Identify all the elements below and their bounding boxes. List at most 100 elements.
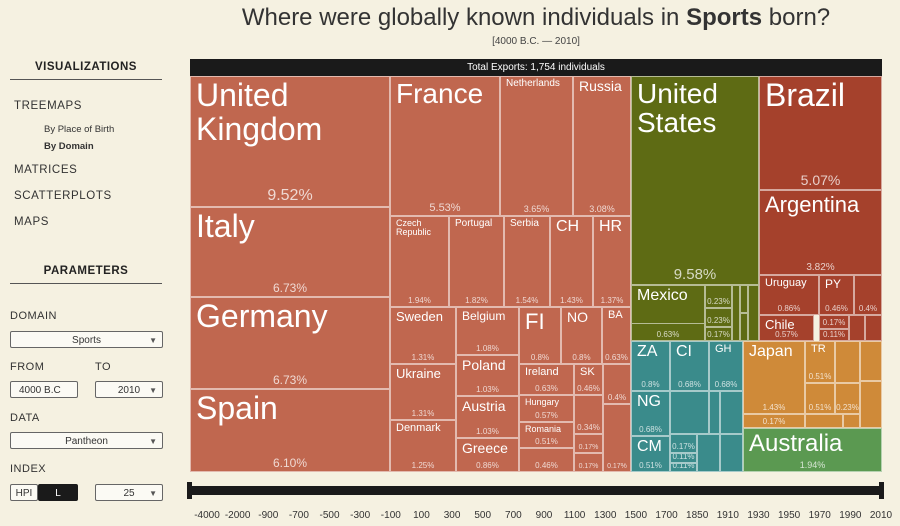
treemap-cell-percent: 0.63%: [535, 384, 558, 393]
treemap-cell[interactable]: Poland 1.03%: [456, 355, 519, 396]
treemap-cell[interactable]: Italy 6.73%: [190, 207, 390, 297]
data-select[interactable]: Pantheon ▼: [10, 432, 163, 449]
treemap-cell-minor[interactable]: [740, 285, 748, 313]
treemap-cell-minor[interactable]: [860, 341, 882, 381]
treemap-cell[interactable]: 0.17%: [819, 315, 849, 329]
treemap-cell[interactable]: HR 1.37%: [593, 216, 631, 307]
treemap-cell-minor[interactable]: [843, 414, 860, 428]
treemap-cell[interactable]: Russia 3.08%: [573, 76, 631, 216]
treemap-cell-label: Japan: [749, 343, 793, 360]
treemap-cell[interactable]: Uruguay 0.86%: [759, 275, 819, 315]
treemap-cell[interactable]: Ireland 0.63%: [519, 364, 574, 395]
treemap-cell-minor[interactable]: [860, 381, 882, 428]
treemap-cell-minor[interactable]: [720, 434, 743, 472]
treemap-cell[interactable]: 0.17%: [574, 434, 603, 453]
treemap-cell-label: Chile: [765, 317, 795, 332]
treemap-cell[interactable]: 0.23%: [705, 308, 732, 327]
treemap-cell[interactable]: CI 0.68%: [670, 341, 709, 391]
treemap-cell[interactable]: 0.17%: [670, 434, 697, 453]
treemap-cell[interactable]: Chile 0.57%: [759, 315, 814, 341]
nav-scatterplots[interactable]: SCATTERPLOTS: [14, 190, 112, 202]
treemap-cell-minor[interactable]: [732, 285, 740, 341]
treemap-cell[interactable]: BA 0.63%: [602, 307, 631, 364]
treemap-cell[interactable]: Japan 1.43%: [743, 341, 805, 414]
year-range-slider[interactable]: [187, 486, 884, 495]
treemap-cell[interactable]: Serbia 1.54%: [504, 216, 550, 307]
treemap-cell-minor[interactable]: [748, 285, 759, 341]
treemap-cell-minor[interactable]: [697, 434, 720, 472]
to-select[interactable]: 2010 ▼: [95, 381, 163, 398]
treemap-cell[interactable]: 0.4%: [603, 364, 631, 404]
treemap-cell[interactable]: Brazil 5.07%: [759, 76, 882, 190]
treemap-cell-minor[interactable]: [740, 313, 748, 341]
treemap-cell[interactable]: FI 0.8%: [519, 307, 561, 364]
treemap-cell[interactable]: 0.34%: [574, 395, 603, 434]
treemap-cell[interactable]: 0.46%: [519, 448, 574, 472]
count-select[interactable]: 25 ▼: [95, 484, 163, 501]
slider-handle-end[interactable]: [879, 482, 884, 499]
treemap-cell[interactable]: 0.17%: [743, 414, 805, 428]
treemap-cell[interactable]: 0.11%: [819, 329, 849, 341]
treemap-cell[interactable]: 0.11%: [670, 463, 697, 472]
treemap-cell[interactable]: Romania 0.51%: [519, 422, 574, 448]
treemap-cell[interactable]: Germany 6.73%: [190, 297, 390, 389]
treemap-cell-minor[interactable]: [670, 391, 709, 434]
treemap-cell-label: Ukraine: [396, 366, 441, 381]
treemap-cell[interactable]: Netherlands 3.65%: [500, 76, 573, 216]
treemap-cell-label: Argentina: [765, 192, 860, 217]
subnav-by-place-of-birth[interactable]: By Place of Birth: [44, 124, 115, 135]
treemap-cell[interactable]: Ukraine 1.31%: [390, 364, 456, 420]
treemap-cell[interactable]: United States 9.58%: [631, 76, 759, 285]
treemap-cell-minor[interactable]: [865, 315, 882, 341]
treemap-cell[interactable]: 0.63%: [631, 323, 705, 341]
treemap-cell[interactable]: Portugal 1.82%: [449, 216, 504, 307]
nav-maps[interactable]: MAPS: [14, 216, 49, 228]
treemap-cell-minor[interactable]: [849, 315, 865, 341]
treemap-cell[interactable]: Czech Republic 1.94%: [390, 216, 449, 307]
treemap-cell[interactable]: Belgium 1.08%: [456, 307, 519, 355]
treemap-cell[interactable]: 0.23%: [835, 383, 860, 414]
treemap-cell[interactable]: CH 1.43%: [550, 216, 593, 307]
treemap-cell[interactable]: NO 0.8%: [561, 307, 602, 364]
treemap-cell[interactable]: Sweden 1.31%: [390, 307, 456, 364]
treemap-cell[interactable]: 0.11%: [670, 453, 697, 463]
treemap-cell[interactable]: Argentina 3.82%: [759, 190, 882, 275]
subnav-by-domain[interactable]: By Domain: [44, 141, 94, 152]
treemap-cell[interactable]: United Kingdom 9.52%: [190, 76, 390, 207]
treemap-cell[interactable]: Australia 1.94%: [743, 428, 882, 472]
treemap-cell[interactable]: NG 0.68%: [631, 391, 670, 436]
treemap-cell-minor[interactable]: [835, 341, 860, 383]
treemap-cell-minor[interactable]: [805, 414, 843, 428]
slider-handle-start[interactable]: [187, 482, 192, 499]
treemap-cell[interactable]: France 5.53%: [390, 76, 500, 216]
treemap-cell-minor[interactable]: [709, 391, 720, 434]
treemap-cell[interactable]: Spain 6.10%: [190, 389, 390, 472]
treemap-cell[interactable]: 0.51%: [805, 383, 835, 414]
domain-select[interactable]: Sports ▼: [10, 331, 163, 348]
treemap-cell[interactable]: 0.4%: [854, 275, 882, 315]
treemap-cell[interactable]: 0.17%: [603, 404, 631, 472]
treemap-cell[interactable]: GH 0.68%: [709, 341, 743, 391]
nav-matrices[interactable]: MATRICES: [14, 164, 78, 176]
treemap-cell[interactable]: CM 0.51%: [631, 436, 670, 472]
treemap-cell[interactable]: 0.23%: [705, 285, 732, 308]
index-l-button[interactable]: L: [38, 484, 78, 501]
nav-treemaps[interactable]: TREEMAPS: [14, 100, 83, 112]
treemap-cell[interactable]: PY 0.46%: [819, 275, 854, 315]
chevron-down-icon: ▼: [149, 437, 157, 446]
treemap-cell[interactable]: ZA 0.8%: [631, 341, 670, 391]
treemap-cell[interactable]: Hungary 0.57%: [519, 395, 574, 422]
treemap-cell[interactable]: 0.17%: [574, 453, 603, 472]
treemap-cell-percent: 1.25%: [411, 461, 435, 470]
index-hpi-button[interactable]: HPI: [10, 484, 38, 501]
treemap-cell[interactable]: Greece 0.86%: [456, 438, 519, 472]
treemap-cell-minor[interactable]: [720, 391, 743, 434]
treemap-cell-label: United Kingdom: [196, 77, 323, 147]
treemap-cell-label: Germany: [196, 298, 328, 334]
treemap-cell[interactable]: SK 0.46%: [574, 364, 603, 395]
treemap-cell[interactable]: Denmark 1.25%: [390, 420, 456, 472]
from-input[interactable]: 4000 B.C: [10, 381, 78, 398]
treemap-cell[interactable]: 0.17%: [705, 327, 732, 341]
treemap-cell[interactable]: Austria 1.03%: [456, 396, 519, 438]
treemap-cell[interactable]: TR 0.51%: [805, 341, 835, 383]
